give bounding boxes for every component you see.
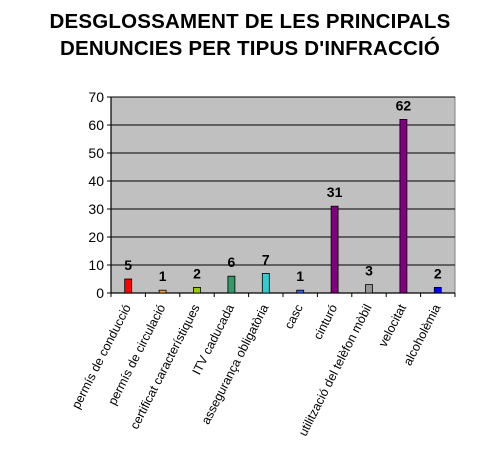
chart-title: DESGLOSSAMENT DE LES PRINCIPALS DENUNCIE… — [0, 8, 500, 62]
y-axis-ticks: 0 10 20 30 40 50 60 70 — [88, 89, 111, 301]
bar — [158, 289, 167, 294]
data-label: 62 — [396, 97, 412, 113]
y-tick-label: 60 — [88, 117, 104, 133]
x-tick-label: assegurança obligatòria — [199, 302, 272, 427]
y-tick-label: 40 — [88, 173, 104, 189]
x-tick-label: utilització del telèfon mòbil — [296, 302, 375, 438]
data-labels: 5 1 2 6 7 1 31 3 62 2 — [124, 97, 442, 284]
y-tick-label: 50 — [88, 145, 104, 161]
y-tick-label: 30 — [88, 201, 104, 217]
bars — [124, 119, 442, 294]
bar — [399, 119, 408, 294]
plot-area — [110, 96, 456, 294]
bar — [261, 272, 270, 294]
gridlines — [111, 96, 455, 266]
data-label: 3 — [365, 263, 373, 279]
bar — [124, 278, 133, 294]
bar — [296, 289, 305, 294]
data-label: 1 — [159, 268, 167, 284]
bar — [227, 275, 236, 294]
bar — [330, 205, 339, 294]
data-label: 31 — [327, 184, 343, 200]
y-tick-label: 10 — [88, 257, 104, 273]
y-tick-label: 70 — [88, 89, 104, 105]
x-tick-label: casc — [282, 302, 306, 331]
data-label: 2 — [434, 265, 442, 281]
data-label: 5 — [124, 257, 132, 273]
data-label: 6 — [228, 254, 236, 270]
x-tick-label: cinturó — [311, 302, 341, 342]
bar — [433, 286, 442, 294]
y-tick-label: 20 — [88, 229, 104, 245]
data-label: 7 — [262, 251, 270, 267]
axes — [110, 97, 456, 297]
data-label: 2 — [193, 265, 201, 281]
bar — [365, 284, 373, 294]
chart-title-line-1: DESGLOSSAMENT DE LES PRINCIPALS — [49, 10, 451, 33]
bar — [193, 286, 201, 294]
y-tick-label: 0 — [96, 285, 104, 301]
chart-title-line-2: DENUNCIES PER TIPUS D'INFRACCIÓ — [59, 37, 441, 60]
x-tick-label: velocitat — [376, 302, 410, 350]
data-label: 1 — [296, 268, 304, 284]
